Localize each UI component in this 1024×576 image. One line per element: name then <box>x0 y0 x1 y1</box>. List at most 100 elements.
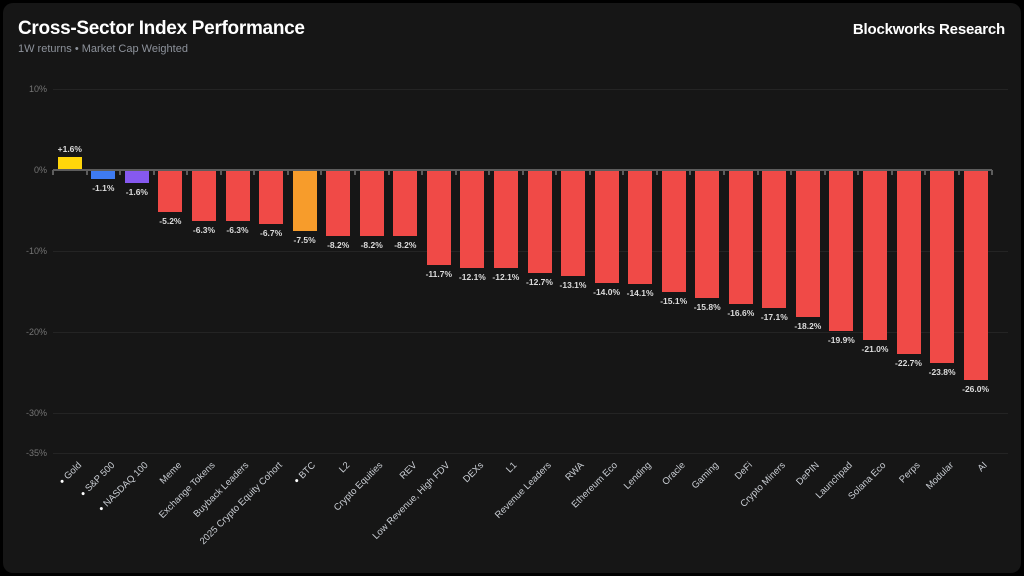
axis-tick <box>85 170 88 175</box>
axis-tick <box>957 170 960 175</box>
axis-tick <box>387 170 390 175</box>
title-block: Cross-Sector Index Performance 1W return… <box>18 18 305 55</box>
category-label-text: L1 <box>504 460 520 476</box>
axis-tick <box>454 170 457 175</box>
category-label-text: Oracle <box>659 460 688 488</box>
axis-tick <box>723 170 725 175</box>
axis-tick <box>756 170 759 175</box>
category-label-text: Perps <box>896 460 923 486</box>
value-label: -19.9% <box>827 335 855 345</box>
value-label: +1.6% <box>57 144 82 155</box>
value-label: -12.7% <box>526 276 553 287</box>
y-axis-label: -20% <box>25 326 47 337</box>
bar-lending <box>628 170 653 285</box>
axis-tick <box>119 170 122 175</box>
value-label: -6.7% <box>259 228 283 239</box>
axis-tick <box>555 170 558 175</box>
category-label-text: Modular <box>923 460 956 493</box>
y-axis-label: 0% <box>33 165 47 175</box>
value-label: -14.0% <box>593 287 621 298</box>
bar-crypto-equities <box>359 170 384 237</box>
bar-depin <box>795 170 820 318</box>
category-label-text: Lending <box>622 460 654 492</box>
bar-defi <box>728 170 753 305</box>
axis-tick <box>353 170 356 175</box>
category-label: Lending <box>622 460 654 492</box>
category-label-text: DePIN <box>794 460 822 488</box>
category-label: Oracle <box>660 460 688 488</box>
y-axis-label: 10% <box>28 84 47 95</box>
benchmark-bullet-icon: ● <box>97 504 106 513</box>
axis-tick <box>320 170 323 175</box>
axis-tick <box>689 170 692 175</box>
bar-gaming <box>695 170 720 298</box>
axis-tick <box>622 170 625 175</box>
value-label: -8.2% <box>394 240 417 251</box>
category-label-text: Gaming <box>689 460 721 492</box>
category-label: DEXs <box>461 460 486 485</box>
value-label: -5.2% <box>159 216 182 227</box>
value-label: -11.7% <box>425 268 453 279</box>
axis-tick <box>655 170 658 175</box>
category-label-text: L2 <box>336 460 352 476</box>
category-label-text: DeFi <box>732 460 755 482</box>
value-label: -17.1% <box>760 312 788 323</box>
bar-solana-eco <box>863 170 887 340</box>
bar-crypto-miners <box>762 170 787 309</box>
bar-dexs <box>460 170 485 268</box>
category-label: DePIN <box>794 460 822 488</box>
category-label-text: BTC <box>297 460 319 482</box>
value-label: -26.0% <box>962 384 990 395</box>
category-label: DeFi <box>733 460 755 482</box>
bar-ethereum-eco <box>594 170 619 284</box>
value-label: -13.1% <box>559 280 587 290</box>
bar-buyback-leaders <box>225 170 250 221</box>
bar-rev <box>393 170 418 237</box>
bar-s-p-500 <box>91 170 116 179</box>
axis-tick <box>857 170 860 175</box>
bar-btc <box>292 170 317 231</box>
value-label: -12.1% <box>458 271 486 282</box>
y-axis-label: -35% <box>25 448 47 459</box>
axis-tick <box>421 170 423 175</box>
bar-nasdaq-100 <box>124 170 149 183</box>
bar-launchpad <box>829 170 854 331</box>
bar-revenue-leaders <box>527 170 552 273</box>
gridline <box>53 453 1008 455</box>
axis-tick <box>521 170 524 175</box>
gridline <box>53 331 1008 333</box>
axis-tick <box>488 170 491 175</box>
category-label: L2 <box>337 460 352 475</box>
y-axis-label: -10% <box>25 245 47 256</box>
y-axis-label: -30% <box>25 407 47 418</box>
benchmark-bullet-icon: ● <box>79 489 88 498</box>
axis-tick <box>253 170 256 175</box>
category-label-text: RWA <box>563 460 587 484</box>
axis-tick <box>991 170 994 175</box>
bar-exchange-tokens <box>192 170 216 221</box>
value-label: -22.7% <box>895 357 922 368</box>
category-label: Modular <box>924 460 956 492</box>
category-label: Meme <box>158 460 184 486</box>
category-label-text: DEXs <box>461 460 487 485</box>
axis-tick <box>186 170 189 175</box>
axis-tick <box>588 170 591 175</box>
axis-tick <box>890 170 893 175</box>
value-label: -18.2% <box>794 321 822 332</box>
bar-l1 <box>493 170 518 268</box>
value-label: -14.1% <box>626 288 654 299</box>
gridline <box>53 412 1008 414</box>
bar-chart: 10% 0% -10% -20% -30% -35% +1.6% ●Gold -1.1% ●S&P… <box>3 3 1021 573</box>
bar-2025-crypto-equity-cohort <box>259 170 284 225</box>
bar-perps <box>896 170 921 354</box>
value-label: -15.1% <box>660 296 688 307</box>
category-label: Revenue Leaders <box>492 460 553 521</box>
category-label: ●Gold <box>56 460 84 487</box>
gridline <box>53 89 1008 91</box>
axis-tick <box>823 170 826 175</box>
value-label: -12.1% <box>492 271 520 282</box>
category-label: L1 <box>504 460 519 475</box>
value-label: -23.8% <box>928 366 956 377</box>
brand-wordmark: Blockworks Research <box>852 21 1005 38</box>
value-label: -8.2% <box>360 240 383 251</box>
